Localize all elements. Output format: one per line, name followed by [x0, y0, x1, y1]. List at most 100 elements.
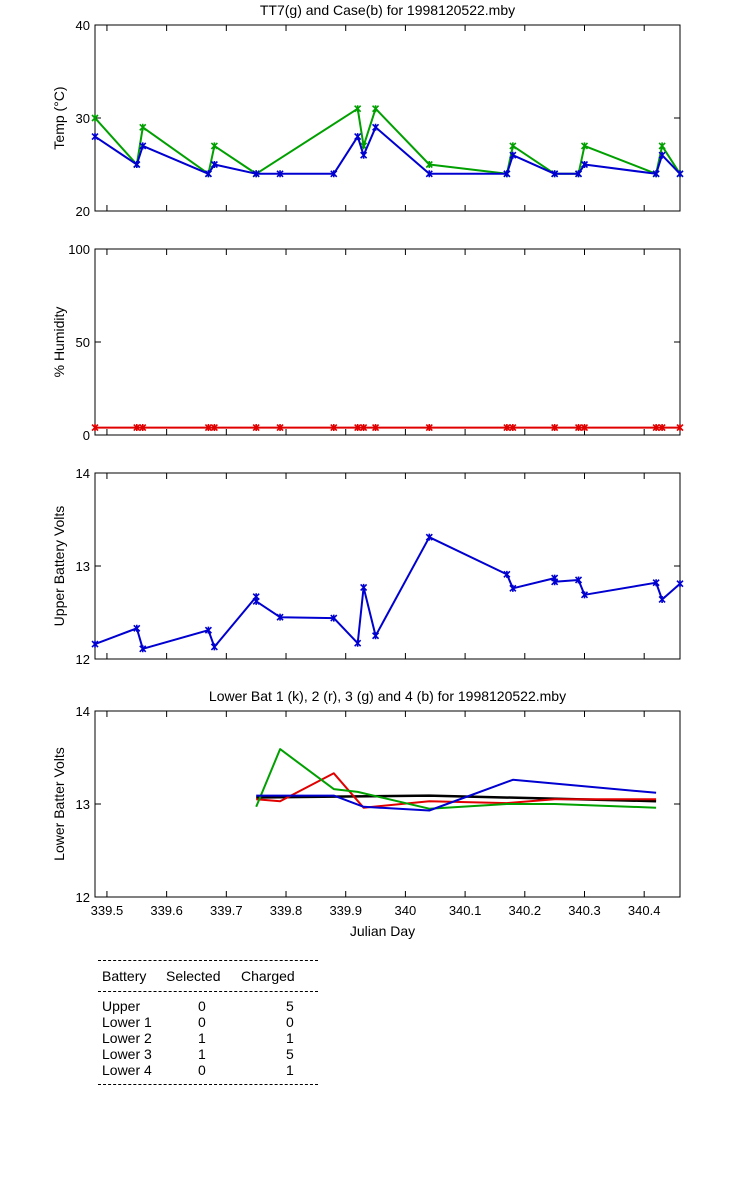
data-point — [509, 142, 517, 150]
series-line-tt7 — [94, 107, 681, 175]
data-point — [652, 579, 660, 587]
y-tick-label: 30 — [76, 111, 90, 126]
data-point — [133, 160, 141, 169]
table-rule-mid — [98, 991, 318, 992]
cell-selected: 0 — [198, 1062, 206, 1078]
data-point — [91, 640, 99, 648]
data-point — [509, 423, 517, 432]
data-point — [360, 583, 368, 591]
data-point — [252, 597, 260, 605]
x-tick-label: 339.9 — [329, 903, 362, 918]
cell-battery: Lower 2 — [102, 1030, 152, 1046]
table-rule-top — [98, 960, 318, 961]
x-tick-label: 339.7 — [210, 903, 243, 918]
cell-charged: 0 — [286, 1014, 294, 1030]
data-point — [330, 170, 338, 178]
data-point — [276, 423, 284, 432]
y-tick-label: 14 — [76, 466, 90, 481]
data-point — [658, 151, 666, 159]
plot-frame — [94, 472, 681, 660]
data-point — [503, 570, 511, 578]
y-tick-label: 50 — [76, 335, 90, 350]
data-point — [91, 423, 99, 432]
data-point — [210, 142, 218, 150]
table-row: Lower 4 0 1 — [98, 1062, 318, 1078]
x-tick-label: 340 — [395, 903, 417, 918]
data-point — [580, 591, 589, 599]
data-point — [574, 423, 583, 432]
data-point — [580, 160, 589, 169]
data-point — [503, 423, 511, 432]
data-point — [330, 614, 338, 622]
table-row: Lower 1 0 0 — [98, 1014, 318, 1030]
data-point — [551, 170, 559, 178]
x-tick-label: 340.3 — [568, 903, 601, 918]
data-point — [354, 133, 362, 141]
cell-charged: 1 — [286, 1030, 294, 1046]
y-tick-label: 12 — [76, 652, 90, 667]
data-point — [204, 423, 212, 432]
data-point — [425, 533, 433, 541]
table-row: Lower 2 1 1 — [98, 1030, 318, 1046]
y-axis-label: % Humidity — [51, 307, 67, 378]
data-point — [658, 142, 666, 150]
y-tick-label: 20 — [76, 204, 90, 219]
battery-table: Battery Selected Charged Upper 0 5 Lower… — [98, 960, 318, 1085]
plot-frame — [94, 248, 681, 436]
table-header: Battery Selected Charged — [98, 961, 318, 991]
y-tick-label: 100 — [68, 242, 90, 257]
data-point — [580, 423, 589, 432]
x-axis-label: Julian Day — [350, 923, 415, 939]
series-line-case — [94, 126, 681, 175]
data-point — [371, 105, 380, 113]
data-point — [658, 595, 666, 604]
series-line-upper — [94, 536, 681, 650]
data-point — [204, 170, 212, 178]
table-row: Lower 3 1 5 — [98, 1046, 318, 1062]
data-point — [676, 580, 684, 588]
data-point — [360, 423, 368, 432]
figure: 20 30 40 TT7(g) and Case(b) for 1998120522.… — [51, 2, 684, 939]
plot-frame — [94, 24, 681, 212]
data-point — [509, 151, 517, 159]
x-tick-label: 339.8 — [270, 903, 303, 918]
cell-battery: Lower 1 — [102, 1014, 152, 1030]
series-line-lower-2 — [256, 772, 657, 809]
cell-selected: 1 — [198, 1046, 206, 1062]
series-line-lower-4 — [256, 778, 657, 812]
chart-title: Lower Bat 1 (k), 2 (r), 3 (g) and 4 (b) … — [209, 688, 566, 704]
data-point — [580, 142, 589, 150]
data-point — [139, 645, 147, 653]
data-point — [210, 423, 218, 432]
table-body: Upper 0 5 Lower 1 0 0 Lower 2 1 1 Lower … — [98, 992, 318, 1084]
x-tick-label: 339.6 — [150, 903, 183, 918]
data-point — [652, 423, 660, 432]
data-point — [139, 423, 147, 432]
header-charged: Charged — [241, 968, 295, 984]
data-point — [91, 114, 99, 122]
x-tick-label: 339.5 — [91, 903, 124, 918]
data-point — [330, 423, 338, 432]
cell-charged: 5 — [286, 998, 294, 1014]
data-point — [360, 151, 368, 159]
data-point — [371, 123, 380, 131]
x-tick-label: 340.1 — [449, 903, 482, 918]
data-point — [551, 578, 559, 586]
cell-charged: 5 — [286, 1046, 294, 1062]
data-point — [551, 423, 559, 432]
data-point — [574, 170, 583, 178]
data-point — [676, 423, 684, 432]
table-row: Upper 0 5 — [98, 998, 318, 1014]
y-tick-label: 13 — [76, 559, 90, 574]
data-point — [133, 624, 141, 632]
data-point — [91, 133, 99, 141]
y-axis-label: Upper Battery Volts — [51, 506, 67, 627]
y-axis-label: Temp (°C) — [51, 86, 67, 149]
data-point — [210, 160, 218, 169]
y-tick-label: 13 — [76, 797, 90, 812]
data-point — [425, 160, 433, 169]
data-point — [133, 423, 141, 432]
cell-battery: Upper — [102, 998, 141, 1014]
data-point — [658, 423, 666, 432]
data-point — [574, 576, 583, 584]
